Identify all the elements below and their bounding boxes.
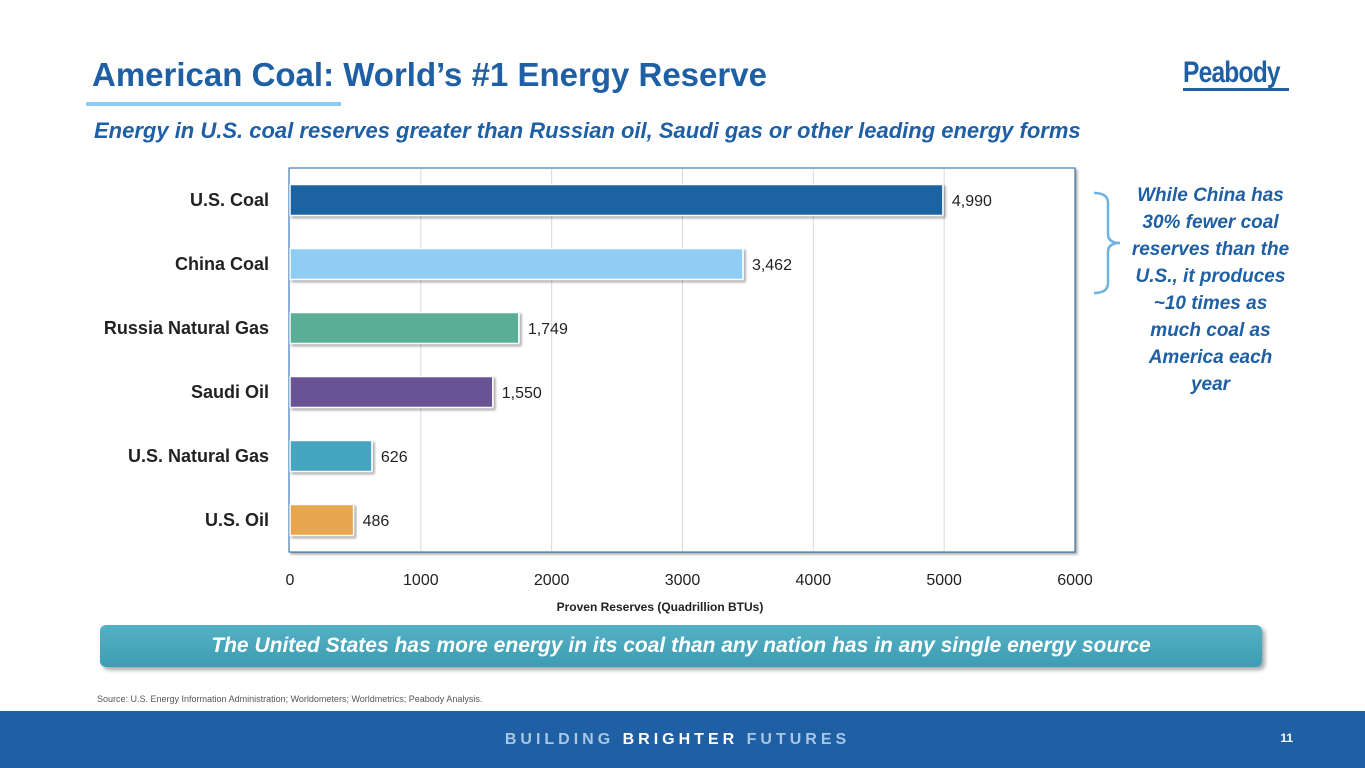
data-label: 1,550 <box>502 385 542 402</box>
bar <box>289 375 494 409</box>
key-message-banner: The United States has more energy in its… <box>100 625 1262 667</box>
title-underline <box>86 102 341 106</box>
banner-text: The United States has more energy in its… <box>211 634 1151 657</box>
value-labels: 4,990 3,462 1,749 1,550 626 486 <box>363 193 992 530</box>
category-label: U.S. Natural Gas <box>128 446 269 466</box>
data-label: 4,990 <box>952 193 992 210</box>
x-tick-label: 0 <box>286 572 295 589</box>
china-callout: While China has 30% fewer coal reserves … <box>1131 185 1290 395</box>
bars <box>289 183 944 537</box>
bar <box>289 183 944 217</box>
tagline-building: BUILDING <box>504 731 623 748</box>
x-tick-label: 6000 <box>1057 572 1093 589</box>
data-label: 486 <box>363 513 390 530</box>
x-tick-label: 5000 <box>926 572 962 589</box>
x-tick-label: 1000 <box>403 572 439 589</box>
bar <box>289 439 373 473</box>
bar <box>289 311 520 345</box>
bar <box>289 247 744 281</box>
source-note: Source: U.S. Energy Information Administ… <box>97 694 483 704</box>
x-tick-label: 3000 <box>665 572 701 589</box>
data-label: 1,749 <box>528 321 568 338</box>
data-label: 3,462 <box>752 257 792 274</box>
bar-chart: U.S. Coal China Coal Russia Natural Gas Sau… <box>104 167 1121 614</box>
category-label: Russia Natural Gas <box>104 318 269 338</box>
bar <box>289 503 355 537</box>
category-label: U.S. Oil <box>205 510 269 530</box>
data-label: 626 <box>381 449 408 466</box>
category-label: U.S. Coal <box>190 190 269 210</box>
x-axis-title: Proven Reserves (Quadrillion BTUs) <box>557 600 764 614</box>
x-tick-label: 2000 <box>534 572 570 589</box>
category-labels: U.S. Coal China Coal Russia Natural Gas Sau… <box>104 190 269 530</box>
tagline-futures: FUTURES <box>738 731 851 748</box>
category-label: China Coal <box>175 254 269 274</box>
page-subtitle: Energy in U.S. coal reserves greater tha… <box>94 118 1081 143</box>
page-number: 11 <box>1280 731 1293 745</box>
footer-tagline: BUILDING BRIGHTER FUTURES <box>0 731 1355 749</box>
category-label: Saudi Oil <box>191 382 269 402</box>
page-title: American Coal: World’s #1 Energy Reserve <box>92 56 767 93</box>
logo-underline <box>1183 88 1289 91</box>
footer-bar: BUILDING BRIGHTER FUTURES 11 <box>0 711 1365 768</box>
x-tick-label: 4000 <box>796 572 832 589</box>
gridlines <box>420 169 945 551</box>
peabody-logo: Peabody <box>1183 56 1281 89</box>
tagline-brighter: BRIGHTER <box>622 731 739 748</box>
callout-bracket <box>1093 191 1121 295</box>
x-tick-labels: 0 1000 2000 3000 4000 5000 6000 <box>286 572 1093 589</box>
